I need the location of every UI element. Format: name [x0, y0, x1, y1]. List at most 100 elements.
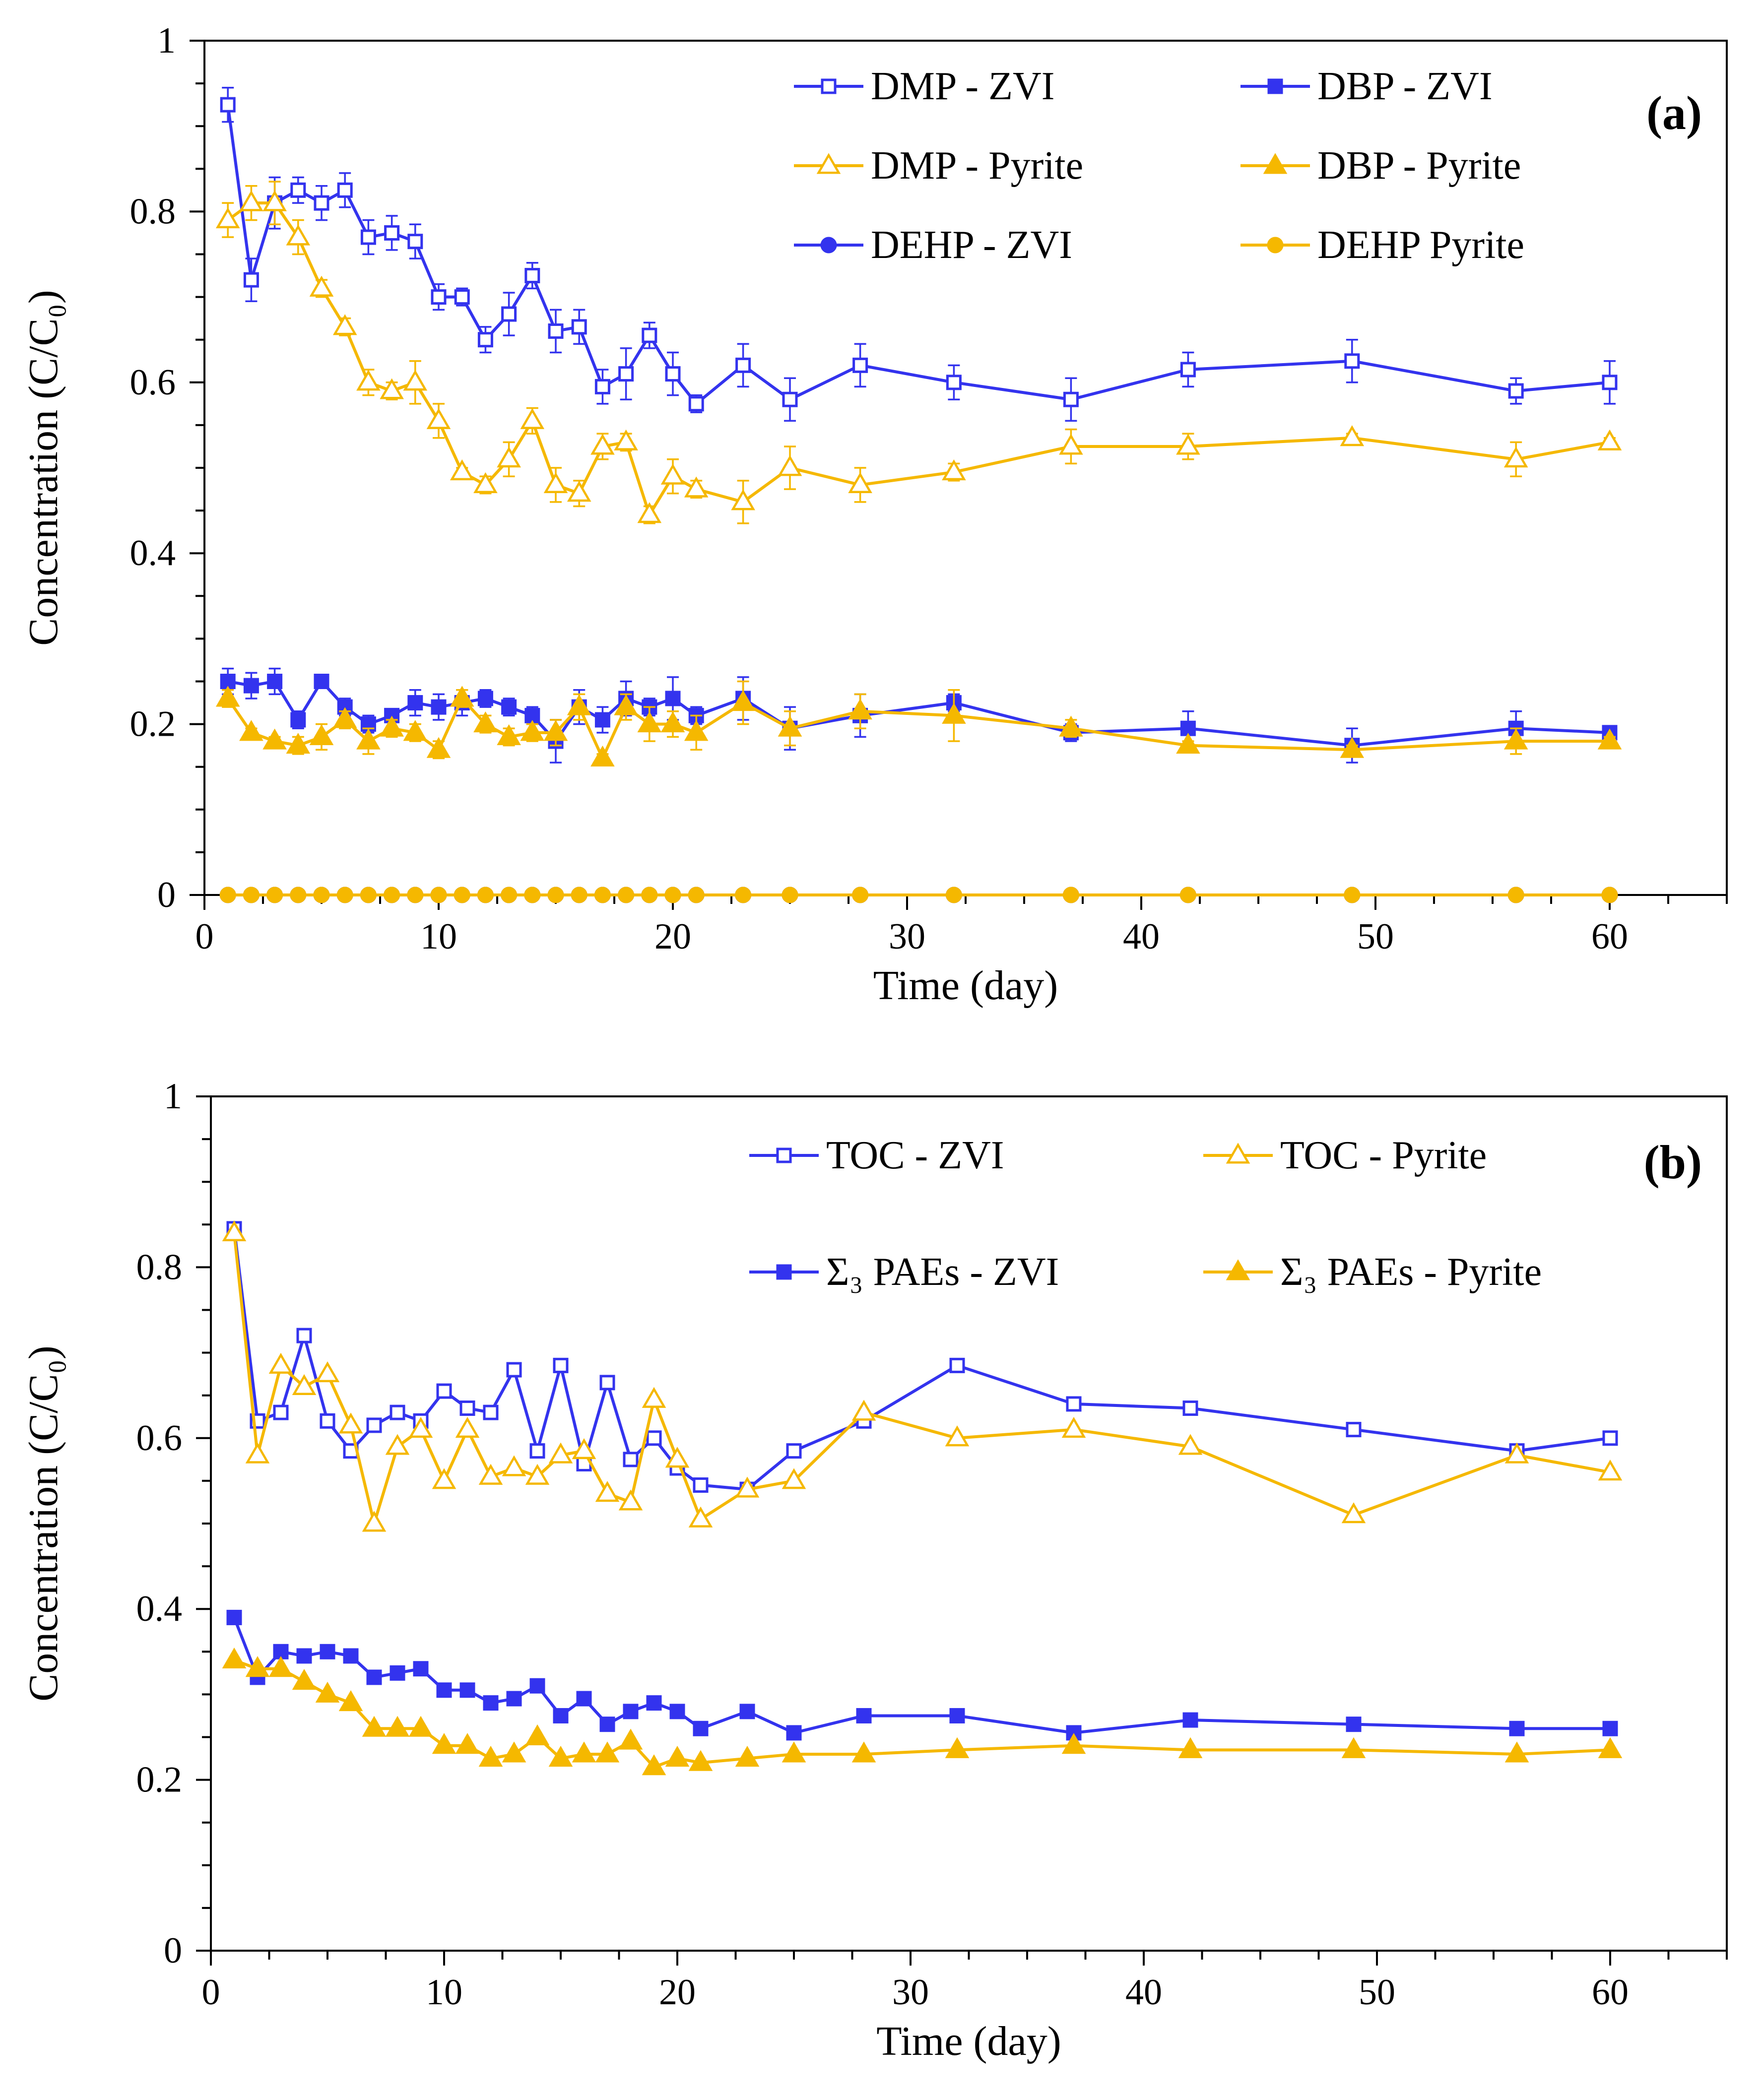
data-point — [1344, 887, 1361, 903]
data-point — [432, 1468, 457, 1489]
data-point — [320, 1644, 335, 1659]
data-point — [782, 1741, 806, 1763]
data-point — [459, 1682, 475, 1698]
data-point — [332, 314, 357, 335]
legend-label: DEHP Pyrite — [1317, 223, 1524, 267]
data-point — [243, 272, 259, 288]
series-line — [227, 201, 1610, 516]
data-point — [599, 1375, 615, 1391]
x-tick-label: 40 — [1125, 1972, 1162, 2013]
data-point — [360, 229, 376, 245]
data-point — [455, 1416, 480, 1438]
data-point — [477, 332, 493, 348]
data-point — [1597, 728, 1622, 750]
data-point — [614, 429, 638, 450]
legend-entry: DMP - Pyrite — [794, 144, 1083, 188]
y-axis-title: Concentration (C/C₀) — [20, 290, 66, 646]
data-point — [502, 1455, 526, 1476]
series-dmp-zvi — [220, 86, 1618, 422]
data-point — [403, 370, 428, 391]
x-tick-label: 30 — [892, 1972, 929, 2013]
data-point — [315, 1361, 340, 1383]
data-point — [778, 715, 802, 737]
legend-label: DBP - Pyrite — [1317, 144, 1521, 188]
data-point — [567, 481, 591, 502]
data-point — [454, 887, 470, 903]
data-point — [665, 1447, 690, 1468]
series-dehp-pyrite — [219, 887, 1618, 903]
data-point — [848, 472, 872, 493]
data-point — [290, 887, 307, 903]
data-point — [1597, 429, 1622, 450]
data-point — [529, 1443, 545, 1459]
legend-label: DMP - ZVI — [871, 64, 1054, 108]
data-point — [524, 887, 541, 903]
data-point — [385, 1434, 410, 1455]
data-point — [851, 1400, 876, 1421]
data-point — [226, 1609, 242, 1625]
data-point — [646, 1430, 662, 1446]
x-tick-label: 60 — [1591, 916, 1628, 957]
data-point — [618, 1728, 643, 1750]
data-point — [856, 1708, 872, 1723]
data-point — [782, 887, 798, 903]
y-tick-label: 0.4 — [136, 1589, 183, 1629]
data-point — [949, 1357, 965, 1373]
data-point — [567, 694, 591, 715]
legend: DMP - ZVI DBP - ZVI DMP - Pyrite DBP - Pyri… — [794, 64, 1524, 267]
x-tick-label: 20 — [659, 1972, 696, 2013]
data-point — [642, 1387, 666, 1408]
data-point — [852, 887, 869, 903]
data-point — [1598, 1737, 1623, 1758]
data-point — [454, 289, 470, 305]
data-point — [1504, 1741, 1529, 1763]
data-point — [945, 887, 962, 903]
data-point — [1602, 375, 1618, 390]
data-point — [851, 1741, 876, 1763]
data-point — [497, 446, 521, 468]
data-point — [286, 224, 311, 246]
data-point — [543, 720, 568, 741]
data-point — [782, 1468, 806, 1489]
data-point — [1346, 1717, 1362, 1732]
data-point — [215, 207, 240, 229]
data-point — [320, 1413, 335, 1429]
data-point — [524, 268, 540, 284]
data-point — [594, 887, 611, 903]
panel-a: 0 10 20 30 40 50 60 0 0.2 0.4 0.6 0.8 1 Time (day) Con… — [20, 20, 1728, 1009]
legend-marker — [1263, 153, 1288, 174]
data-point — [1063, 391, 1079, 407]
data-point — [543, 472, 568, 493]
data-point — [501, 699, 517, 715]
y-tick-label: 0.8 — [136, 1247, 183, 1287]
x-axis-title: Time (day) — [873, 962, 1058, 1009]
legend-entry: DMP - ZVI — [794, 64, 1054, 108]
data-point — [1061, 1416, 1086, 1438]
legend-entry: Σ₃ PAEs - Pyrite — [1203, 1250, 1542, 1294]
data-point — [642, 327, 657, 343]
data-point — [273, 1404, 289, 1420]
data-point — [243, 887, 260, 903]
data-point — [1344, 353, 1360, 369]
data-point — [506, 1362, 522, 1378]
data-point — [1180, 362, 1196, 378]
data-point — [590, 745, 615, 767]
x-axis-title: Time (day) — [876, 2018, 1061, 2064]
data-point — [408, 1716, 433, 1737]
data-point — [426, 737, 451, 758]
data-point — [222, 1647, 247, 1669]
data-point — [390, 1404, 405, 1420]
legend-marker — [1267, 78, 1283, 94]
data-point — [296, 1328, 312, 1343]
data-point — [290, 182, 306, 198]
legend-marker — [776, 1147, 792, 1163]
data-point — [669, 1704, 685, 1719]
data-point — [1507, 887, 1524, 903]
data-point — [384, 887, 400, 903]
legend-label: Σ₃ PAEs - ZVI — [826, 1250, 1059, 1294]
data-point — [1341, 1502, 1366, 1524]
data-point — [215, 686, 240, 707]
data-point — [590, 434, 615, 455]
data-point — [1341, 1737, 1366, 1758]
